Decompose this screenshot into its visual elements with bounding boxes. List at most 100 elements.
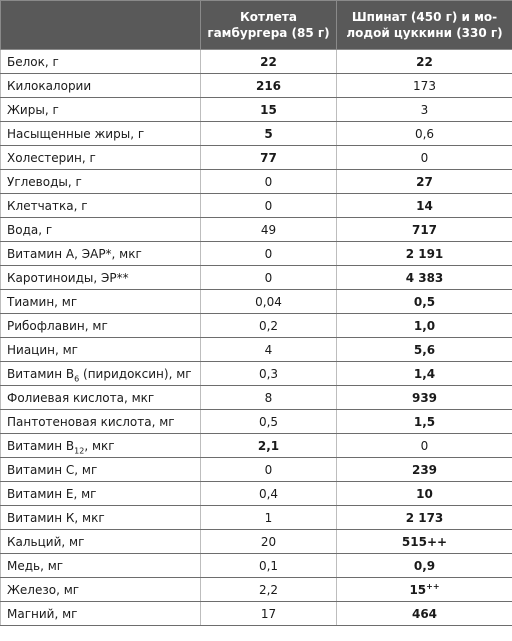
value-veg-main: 15 [409,582,427,597]
row-label: Углеводы, г [0,169,201,194]
value-veg: 4 383 [336,265,512,290]
value-burger: 0,2 [200,313,337,338]
value-veg: 0,9 [336,553,512,578]
value-burger: 0,04 [200,289,337,314]
table-row: Клетчатка, г 0 14 [0,193,512,218]
value-veg: 0 [336,433,512,458]
value-veg: 27 [336,169,512,194]
row-label: Кальций, мг [0,529,201,554]
row-label: Каротиноиды, ЭР** [0,265,201,290]
value-veg: 0 [336,145,512,170]
value-veg: 1,4 [336,361,512,386]
value-veg: 2 191 [336,241,512,266]
table-row: Жиры, г 15 3 [0,97,512,122]
table-row: Ниацин, мг 4 5,6 [0,337,512,362]
table-row: Пантотеновая кислота, мг 0,5 1,5 [0,409,512,434]
value-burger: 8 [200,385,337,410]
value-burger: 216 [200,73,337,98]
value-burger: 0 [200,169,337,194]
row-label: Витамин К, мкг [0,505,201,530]
row-label: Килокалории [0,73,201,98]
table-row: Витамин В6 (пиридоксин), мг 0,3 1,4 [0,361,512,386]
value-burger: 5 [200,121,337,146]
value-veg-superscript: ++ [426,581,440,591]
value-veg: 10 [336,481,512,506]
value-burger: 0 [200,457,337,482]
value-veg: 1,5 [336,409,512,434]
row-label: Тиамин, мг [0,289,201,314]
row-label: Витамин В12, мкг [0,433,201,458]
value-burger: 20 [200,529,337,554]
value-veg: 0,5 [336,289,512,314]
value-veg: 15++ [336,577,512,602]
value-burger: 77 [200,145,337,170]
table-row: Магний, мг 17 464 [0,601,512,626]
table-row: Витамин Е, мг 0,4 10 [0,481,512,506]
row-label: Насыщенные жиры, г [0,121,201,146]
value-burger: 0,3 [200,361,337,386]
value-burger: 0 [200,193,337,218]
row-label-subscript: 12 [74,445,85,455]
value-veg: 515++ [336,529,512,554]
value-veg: 464 [336,601,512,626]
row-label-pre: Витамин В [7,438,75,453]
row-label: Магний, мг [0,601,201,626]
table-row: Рибофлавин, мг 0,2 1,0 [0,313,512,338]
table-row: Кальций, мг 20 515++ [0,529,512,554]
row-label: Витамин В6 (пиридоксин), мг [0,361,201,386]
row-label-post: , мкг [84,438,115,453]
value-veg: 1,0 [336,313,512,338]
row-label: Белок, г [0,49,201,74]
value-burger: 17 [200,601,337,626]
header-burger: Котлета гамбургера (85 г) [200,0,337,50]
value-burger: 0 [200,241,337,266]
row-label: Витамин Е, мг [0,481,201,506]
table-row: Железо, мг 2,2 15++ [0,577,512,602]
row-label: Пантотеновая кислота, мг [0,409,201,434]
table-row: Холестерин, г 77 0 [0,145,512,170]
table-row: Витамин А, ЭАР*, мкг 0 2 191 [0,241,512,266]
value-veg: 14 [336,193,512,218]
table-row: Вода, г 49 717 [0,217,512,242]
table-row: Витамин К, мкг 1 2 173 [0,505,512,530]
value-veg: 0,6 [336,121,512,146]
value-veg: 173 [336,73,512,98]
row-label-pre: Витамин В [7,366,75,381]
row-label: Витамин С, мг [0,457,201,482]
value-veg: 2 173 [336,505,512,530]
row-label: Витамин А, ЭАР*, мкг [0,241,201,266]
value-veg: 5,6 [336,337,512,362]
table-row: Медь, мг 0,1 0,9 [0,553,512,578]
row-label: Жиры, г [0,97,201,122]
header-blank-cell [0,0,201,50]
value-burger: 0 [200,265,337,290]
value-burger: 0,1 [200,553,337,578]
row-label: Вода, г [0,217,201,242]
table-row: Витамин В12, мкг 2,1 0 [0,433,512,458]
value-veg: 939 [336,385,512,410]
row-label: Железо, мг [0,577,201,602]
value-veg: 717 [336,217,512,242]
table-row: Углеводы, г 0 27 [0,169,512,194]
value-burger: 2,2 [200,577,337,602]
table-row: Тиамин, мг 0,04 0,5 [0,289,512,314]
nutrition-comparison-table: Котлета гамбургера (85 г) Шпинат (450 г)… [0,0,512,626]
value-burger: 15 [200,97,337,122]
row-label: Клетчатка, г [0,193,201,218]
header-spinach-zucchini: Шпинат (450 г) и мо-лодой цуккини (330 г… [336,0,512,50]
value-veg: 22 [336,49,512,74]
row-label: Ниацин, мг [0,337,201,362]
table-row: Насыщенные жиры, г 5 0,6 [0,121,512,146]
row-label-post: (пиридоксин), мг [79,366,192,381]
table-row: Килокалории 216 173 [0,73,512,98]
value-burger: 22 [200,49,337,74]
row-label: Фолиевая кислота, мкг [0,385,201,410]
value-burger: 0,4 [200,481,337,506]
table-row: Витамин С, мг 0 239 [0,457,512,482]
row-label: Рибофлавин, мг [0,313,201,338]
row-label-subscript: 6 [74,373,80,383]
value-burger: 49 [200,217,337,242]
value-burger: 1 [200,505,337,530]
row-label: Холестерин, г [0,145,201,170]
row-label: Медь, мг [0,553,201,578]
